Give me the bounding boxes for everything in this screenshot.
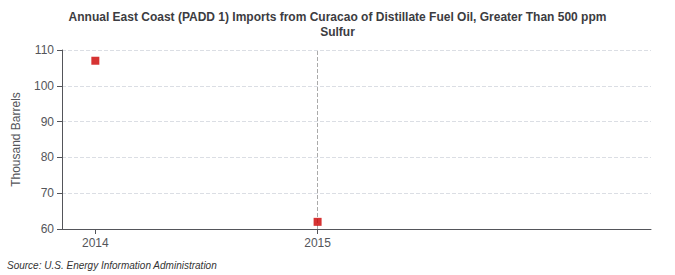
svg-text:2014: 2014 bbox=[82, 236, 109, 250]
svg-text:80: 80 bbox=[41, 150, 55, 164]
svg-text:110: 110 bbox=[35, 43, 54, 57]
svg-text:70: 70 bbox=[41, 186, 55, 200]
svg-text:Thousand Barrels: Thousand Barrels bbox=[9, 92, 23, 187]
svg-text:2015: 2015 bbox=[304, 236, 331, 250]
svg-text:60: 60 bbox=[41, 222, 55, 236]
svg-text:Annual East Coast (PADD 1) Imp: Annual East Coast (PADD 1) Imports from … bbox=[69, 10, 607, 24]
svg-text:90: 90 bbox=[41, 115, 55, 129]
svg-text:Source: U.S. Energy Informatio: Source: U.S. Energy Information Administ… bbox=[7, 260, 217, 271]
svg-text:100: 100 bbox=[34, 79, 54, 93]
svg-text:Sulfur: Sulfur bbox=[320, 25, 355, 39]
